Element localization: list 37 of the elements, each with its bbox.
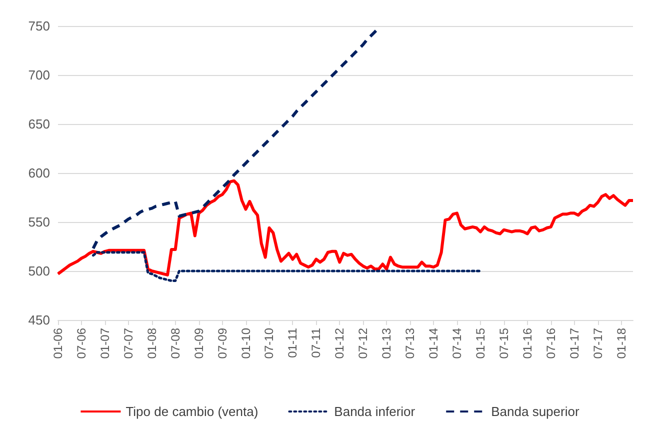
x-tick-label: 07-10 (262, 328, 276, 359)
x-tick-label: 01-09 (192, 328, 206, 359)
y-tick-label: 550 (28, 214, 50, 230)
x-tick-label: 07-11 (309, 328, 324, 358)
x-tick-label: 01-10 (238, 328, 253, 359)
legend-label: Banda superior (491, 404, 580, 419)
x-tick-label: 01-18 (614, 328, 628, 359)
x-tick-label: 01-07 (98, 328, 112, 359)
legend-label: Banda inferior (334, 404, 416, 419)
x-tick-label: 07-16 (544, 328, 558, 359)
x-tick-label: 07-12 (356, 328, 370, 359)
x-tick-label: 01-08 (144, 328, 159, 359)
x-tick-label: 07-13 (403, 328, 418, 359)
x-tick-label: 01-11 (286, 328, 300, 358)
x-tick-label: 07-07 (121, 328, 136, 359)
line-series (92, 251, 482, 282)
x-tick-label: 07-06 (74, 328, 88, 359)
x-tick-label: 07-17 (590, 328, 605, 359)
x-tick-label: 07-09 (215, 328, 230, 359)
x-tick-label: 07-15 (496, 328, 511, 359)
y-tick-label: 750 (28, 18, 50, 34)
x-tick-label: 01-15 (473, 328, 488, 359)
x-tick-label: 01-17 (567, 328, 582, 359)
line-series (56, 179, 634, 276)
x-tick-label: 01-12 (332, 328, 347, 359)
y-tick-label: 600 (28, 166, 50, 180)
x-tick-label: 01-13 (380, 328, 394, 359)
x-tick-label: 01-06 (51, 328, 65, 359)
y-tick-label: 450 (28, 312, 50, 328)
x-tick-label: 01-14 (426, 328, 441, 359)
x-tick-label: 07-08 (168, 328, 182, 359)
y-tick-label: 500 (28, 264, 50, 278)
y-tick-label: 700 (28, 68, 50, 82)
x-tick-label: 01-16 (520, 328, 534, 359)
x-tick-label: 07-14 (450, 328, 464, 359)
legend-label: Tipo de cambio (venta) (126, 404, 258, 419)
y-tick-label: 650 (28, 116, 50, 132)
